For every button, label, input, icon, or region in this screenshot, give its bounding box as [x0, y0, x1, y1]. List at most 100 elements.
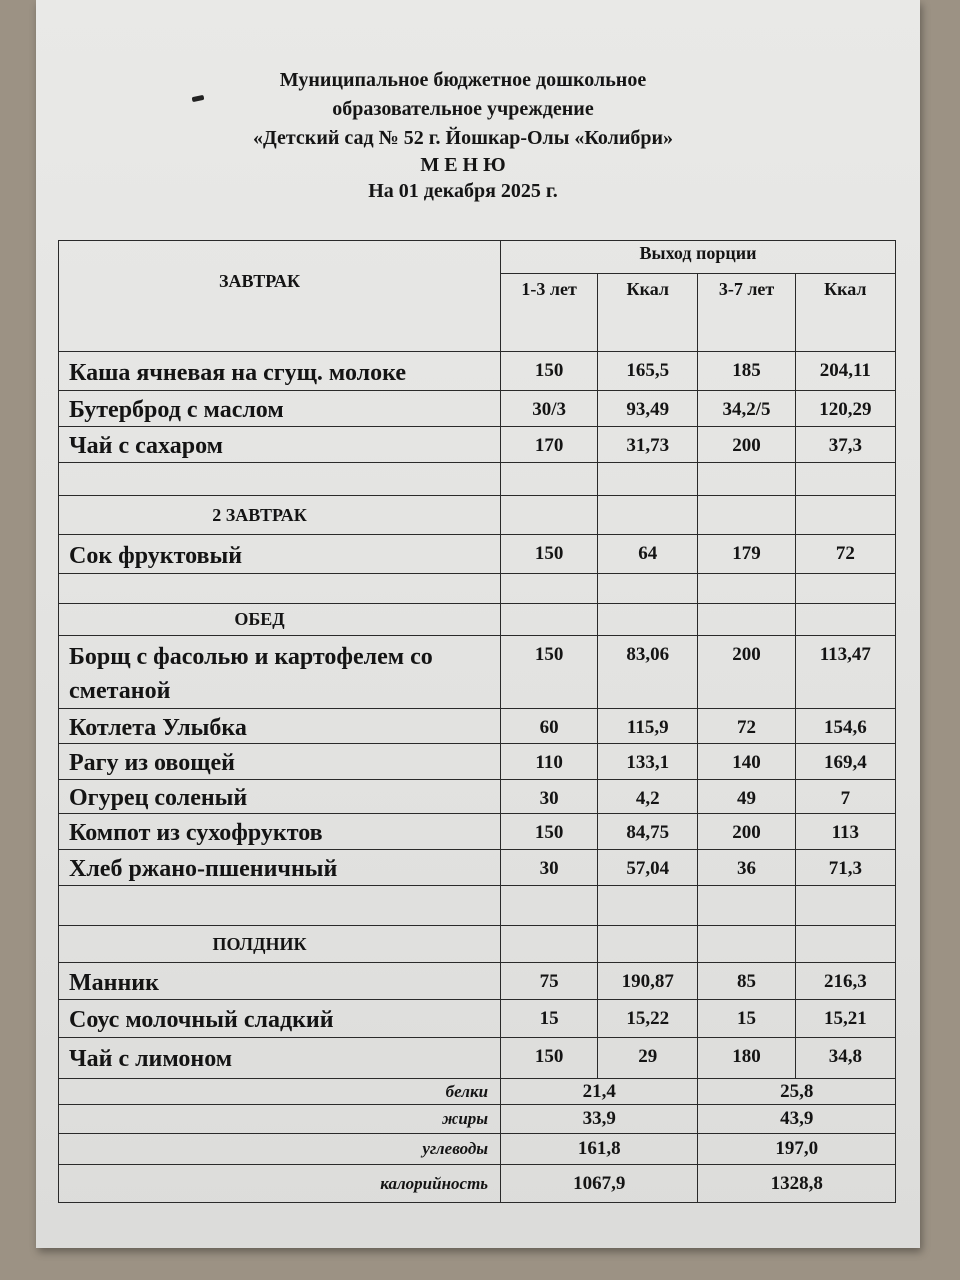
kcal-1-3: 93,49: [597, 390, 699, 427]
total-1-3: 1067,9: [500, 1164, 699, 1203]
portion-3-7: 200: [697, 635, 796, 709]
empty-cell: [794, 573, 897, 604]
portion-1-3: 30/3: [500, 390, 599, 427]
portion-3-7: 34,2/5: [697, 390, 796, 427]
kcal-3-7: 34,8: [794, 1037, 897, 1079]
empty-cell: [794, 885, 897, 926]
column-header: Ккал: [597, 273, 699, 352]
kcal-3-7: 204,11: [794, 351, 897, 391]
total-label: жиры: [57, 1104, 502, 1134]
empty-cell: [794, 462, 897, 496]
menu-item-row: Соус молочный сладкий 15 15,22 15 15,21: [57, 999, 897, 1038]
portion-3-7: 180: [697, 1037, 796, 1079]
dish-name: Каша ячневая на сгущ. молоке: [57, 351, 502, 391]
column-header: Ккал: [794, 273, 897, 352]
kcal-1-3: 165,5: [597, 351, 699, 391]
section-row: 2 ЗАВТРАК: [57, 495, 897, 535]
portion-1-3: 30: [500, 779, 599, 814]
total-row: белки 21,4 25,8: [57, 1078, 896, 1105]
menu-item-row: Борщ с фасолью и картофелем со сметаной 1…: [57, 635, 897, 709]
menu-item-row: Сок фруктовый 150 64 179 72: [57, 534, 897, 574]
dish-name: Котлета Улыбка: [57, 708, 502, 744]
portion-3-7: 49: [697, 779, 796, 814]
kcal-3-7: 113,47: [794, 635, 897, 709]
section-heading: ПОЛДНИК: [57, 925, 502, 963]
portion-3-7: 179: [697, 534, 796, 574]
menu-table: ЗАВТРАК Выход порции 1-3 лет Ккал 3-7 лет Кка…: [57, 239, 897, 1203]
kcal-1-3: 4,2: [597, 779, 699, 814]
document-header: Муниципальное бюджетное дошкольное образ…: [36, 66, 920, 205]
menu-item-row: Бутерброд с маслом 30/3 93,49 34,2/5 120,29: [57, 390, 897, 427]
empty-cell: [697, 462, 796, 496]
kcal-3-7: 120,29: [794, 390, 897, 427]
portion-1-3: 30: [500, 849, 599, 886]
empty-cell: [794, 925, 897, 963]
dish-name: Рагу из овощей: [57, 743, 502, 780]
section-row: ОБЕД: [57, 603, 897, 636]
institution-line-1: Муниципальное бюджетное дошкольное: [279, 69, 647, 91]
total-row: углеводы 161,8 197,0: [57, 1133, 896, 1165]
total-row: калорийность 1067,9 1328,8: [57, 1164, 896, 1203]
portion-3-7: 72: [697, 708, 796, 744]
kcal-1-3: 84,75: [597, 813, 699, 850]
kcal-3-7: 15,21: [794, 999, 897, 1038]
menu-item-row: Хлеб ржано-пшеничный 30 57,04 36 71,3: [57, 849, 897, 886]
section-heading: ОБЕД: [57, 603, 502, 636]
total-row: жиры 33,9 43,9: [57, 1104, 896, 1134]
portion-3-7: 200: [697, 426, 796, 463]
column-header-row: 1-3 лет Ккал 3-7 лет Ккал: [59, 273, 897, 352]
kcal-1-3: 15,22: [597, 999, 699, 1038]
kcal-1-3: 115,9: [597, 708, 699, 744]
dish-name: Борщ с фасолью и картофелем со сметаной: [57, 635, 502, 709]
dish-name: Сок фруктовый: [57, 534, 502, 574]
empty-cell: [597, 573, 699, 604]
empty-cell: [597, 603, 699, 636]
dish-name: Бутерброд с маслом: [57, 390, 502, 427]
portion-3-7: 185: [697, 351, 796, 391]
empty-cell: [597, 462, 699, 496]
total-label: белки: [57, 1078, 502, 1105]
total-3-7: 25,8: [697, 1078, 896, 1105]
empty-cell: [597, 885, 699, 926]
kcal-1-3: 190,87: [597, 962, 699, 1000]
empty-cell: [500, 573, 599, 604]
dish-name: Манник: [57, 962, 502, 1000]
kcal-3-7: 37,3: [794, 426, 897, 463]
portion-1-3: 110: [500, 743, 599, 780]
total-1-3: 33,9: [500, 1104, 699, 1134]
menu-item-row: Каша ячневая на сгущ. молоке 150 165,5 185 2…: [57, 351, 897, 391]
menu-item-row: Котлета Улыбка 60 115,9 72 154,6: [57, 708, 897, 744]
header-row: ЗАВТРАК Выход порции: [57, 239, 896, 352]
empty-cell: [500, 495, 599, 535]
portion-1-3: 150: [500, 813, 599, 850]
kcal-3-7: 72: [794, 534, 897, 574]
kcal-1-3: 57,04: [597, 849, 699, 886]
menu-item-row: Компот из сухофруктов 150 84,75 200 113: [57, 813, 897, 850]
total-3-7: 43,9: [697, 1104, 896, 1134]
empty-cell: [57, 462, 502, 496]
dish-name: Огурец соленый: [57, 779, 502, 814]
kcal-1-3: 31,73: [597, 426, 699, 463]
empty-cell: [794, 603, 897, 636]
empty-cell: [57, 573, 502, 604]
empty-cell: [697, 603, 796, 636]
kcal-1-3: 64: [597, 534, 699, 574]
empty-cell: [500, 925, 599, 963]
menu-item-row: Рагу из овощей 110 133,1 140 169,4: [57, 743, 897, 780]
menu-item-row: Огурец соленый 30 4,2 49 7: [57, 779, 897, 814]
total-3-7: 1328,8: [697, 1164, 896, 1203]
total-1-3: 161,8: [500, 1133, 699, 1165]
total-label: углеводы: [57, 1133, 502, 1165]
portion-3-7: 140: [697, 743, 796, 780]
empty-cell: [794, 495, 897, 535]
menu-title: М Е Н Ю: [420, 154, 506, 176]
empty-cell: [500, 885, 599, 926]
empty-cell: [597, 495, 699, 535]
total-3-7: 197,0: [697, 1133, 896, 1165]
institution-line-2: образовательное учреждение: [332, 98, 594, 120]
portion-group-header: Выход порции: [500, 239, 896, 275]
empty-cell: [500, 603, 599, 636]
empty-cell: [500, 462, 599, 496]
portion-1-3: 15: [500, 999, 599, 1038]
total-1-3: 21,4: [500, 1078, 699, 1105]
